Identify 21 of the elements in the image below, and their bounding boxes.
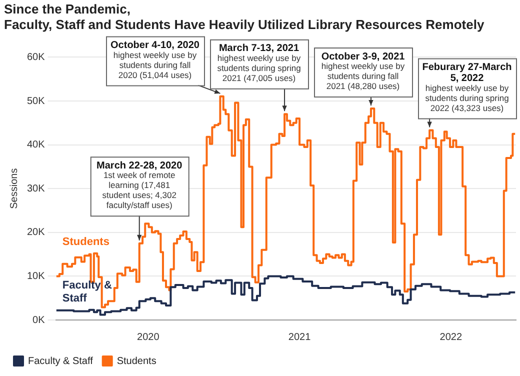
annotation: October 4-10, 2020 highest weekly use by students during fall 2020 (51,044 uses) (110, 40, 200, 80)
legend-label: Faculty & Staff (28, 356, 94, 367)
annotation: March 22-28, 2020 1st week of remote learning (17,481 student uses; 4,302 faculty/staff uses) (96, 160, 183, 210)
x-tick-label: 2020 (137, 332, 160, 343)
y-axis-title: Sessions (8, 168, 20, 209)
annotation: Feburary 27-March 5, 2022 highest weekly use by students during spring 2022 (43,323 uses) (422, 62, 512, 113)
y-tick-label: 60K (26, 52, 46, 63)
text: Faculty & Staff (62, 279, 112, 304)
x-tick-label: 2021 (288, 332, 312, 343)
y-tick-label: 10K (26, 270, 46, 282)
y-tick-label: 30K (26, 183, 46, 194)
x-tick-label: 2022 (440, 332, 462, 343)
text: Students (62, 236, 110, 248)
y-tick-label: 0K (32, 314, 46, 326)
legend-label: Students (116, 356, 156, 367)
annotation: March 7-13, 2021 highest weekly use by students during spring 2021 (47,005 uses) (217, 43, 302, 84)
y-tick-label: 40K (26, 140, 46, 151)
chart-title: Since the Pandemic, Faculty, Staff and Students Have Heavily Utilized Library Resources Remotely (4, 1, 485, 32)
annotation: October 3-9, 2021 highest weekly use by students during fall 2021 (48,280 uses) (321, 51, 406, 92)
y-tick-label: 20K (26, 227, 46, 238)
y-tick-label: 50K (26, 96, 46, 107)
